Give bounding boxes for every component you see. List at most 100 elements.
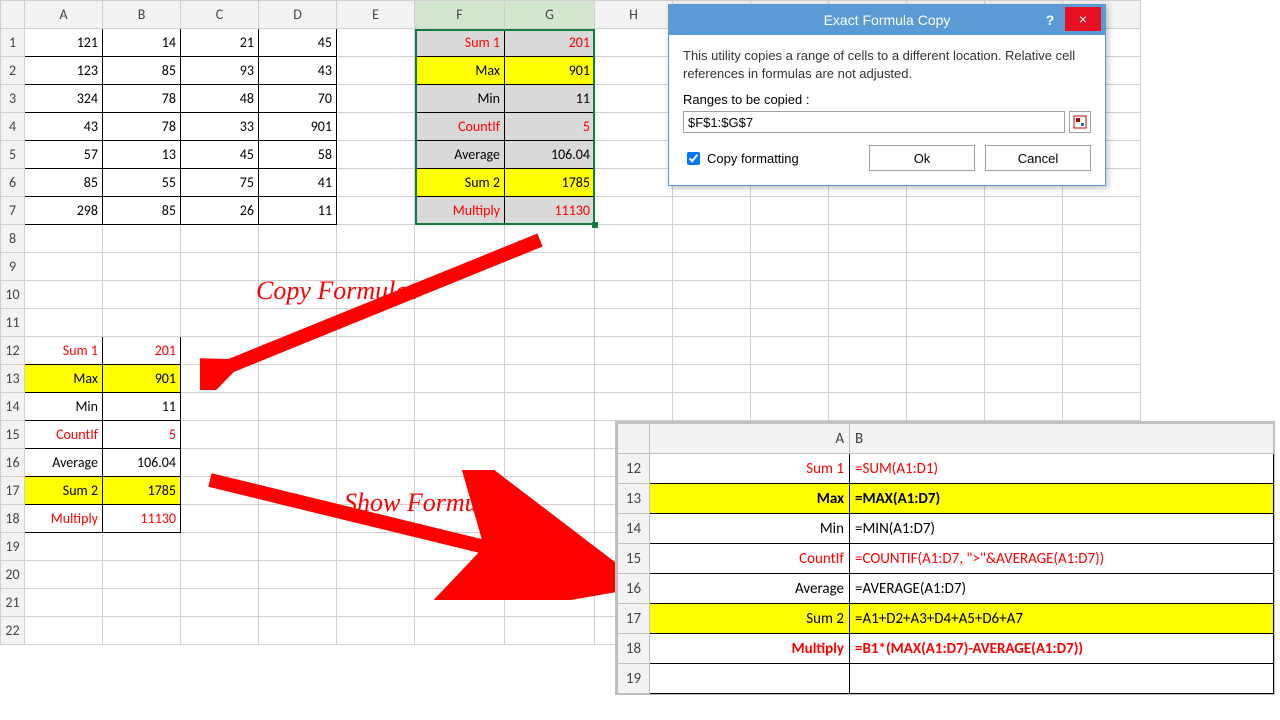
- inset-cell-A17[interactable]: Sum 2: [650, 604, 850, 634]
- cell-H7[interactable]: [595, 197, 673, 225]
- cell-A9[interactable]: [25, 253, 103, 281]
- cell-C4[interactable]: 33: [181, 113, 259, 141]
- row-header-7[interactable]: 7: [1, 197, 25, 225]
- inset-cell-B18[interactable]: =B1*(MAX(A1:D7)-AVERAGE(A1:D7)): [850, 634, 1274, 664]
- cell-A8[interactable]: [25, 225, 103, 253]
- cell-B12[interactable]: 201: [103, 337, 181, 365]
- cell-G1[interactable]: 201: [505, 29, 595, 57]
- cell-L13[interactable]: [907, 365, 985, 393]
- cell-I9[interactable]: [673, 253, 751, 281]
- cell-G17[interactable]: [505, 477, 595, 505]
- inset-row-16[interactable]: 16: [618, 574, 650, 604]
- inset-corner[interactable]: [618, 424, 650, 454]
- row-header-13[interactable]: 13: [1, 365, 25, 393]
- cell-C8[interactable]: [181, 225, 259, 253]
- inset-cell-A12[interactable]: Sum 1: [650, 454, 850, 484]
- cell-G4[interactable]: 5: [505, 113, 595, 141]
- row-header-9[interactable]: 9: [1, 253, 25, 281]
- cell-F19[interactable]: [415, 533, 505, 561]
- cell-B5[interactable]: 13: [103, 141, 181, 169]
- cell-C6[interactable]: 75: [181, 169, 259, 197]
- cell-G8[interactable]: [505, 225, 595, 253]
- formula-table[interactable]: AB 12 Sum 1 =SUM(A1:D1) 13 Max =MAX(A1:D…: [617, 423, 1274, 694]
- help-icon[interactable]: ?: [1039, 9, 1061, 31]
- cell-E18[interactable]: [337, 505, 415, 533]
- cell-M14[interactable]: [985, 393, 1063, 421]
- cell-H6[interactable]: [595, 169, 673, 197]
- cell-N7[interactable]: [1063, 197, 1141, 225]
- cell-C17[interactable]: [181, 477, 259, 505]
- cell-N11[interactable]: [1063, 309, 1141, 337]
- cell-L11[interactable]: [907, 309, 985, 337]
- cell-D12[interactable]: [259, 337, 337, 365]
- inset-cell-A19[interactable]: [650, 664, 850, 694]
- cell-E7[interactable]: [337, 197, 415, 225]
- col-header-H[interactable]: H: [595, 1, 673, 29]
- cell-H10[interactable]: [595, 281, 673, 309]
- col-header-F[interactable]: F: [415, 1, 505, 29]
- inset-row-18[interactable]: 18: [618, 634, 650, 664]
- cell-D4[interactable]: 901: [259, 113, 337, 141]
- cell-F2[interactable]: Max: [415, 57, 505, 85]
- col-header-D[interactable]: D: [259, 1, 337, 29]
- col-header-C[interactable]: C: [181, 1, 259, 29]
- cell-N8[interactable]: [1063, 225, 1141, 253]
- cell-B9[interactable]: [103, 253, 181, 281]
- cell-M11[interactable]: [985, 309, 1063, 337]
- cell-G15[interactable]: [505, 421, 595, 449]
- cell-A12[interactable]: Sum 1: [25, 337, 103, 365]
- inset-cell-A13[interactable]: Max: [650, 484, 850, 514]
- cell-G3[interactable]: 11: [505, 85, 595, 113]
- cell-B13[interactable]: 901: [103, 365, 181, 393]
- cell-C1[interactable]: 21: [181, 29, 259, 57]
- cell-D5[interactable]: 58: [259, 141, 337, 169]
- inset-col-B[interactable]: B: [850, 424, 1274, 454]
- cell-F8[interactable]: [415, 225, 505, 253]
- cell-C21[interactable]: [181, 589, 259, 617]
- cell-H9[interactable]: [595, 253, 673, 281]
- cell-B2[interactable]: 85: [103, 57, 181, 85]
- cell-N12[interactable]: [1063, 337, 1141, 365]
- cell-E2[interactable]: [337, 57, 415, 85]
- cell-G7[interactable]: 11130: [505, 197, 595, 225]
- row-header-21[interactable]: 21: [1, 589, 25, 617]
- cell-D18[interactable]: [259, 505, 337, 533]
- row-header-5[interactable]: 5: [1, 141, 25, 169]
- inset-row-17[interactable]: 17: [618, 604, 650, 634]
- row-header-15[interactable]: 15: [1, 421, 25, 449]
- cell-E9[interactable]: [337, 253, 415, 281]
- fill-handle[interactable]: [592, 222, 598, 228]
- cell-I12[interactable]: [673, 337, 751, 365]
- cell-B15[interactable]: 5: [103, 421, 181, 449]
- cell-E21[interactable]: [337, 589, 415, 617]
- row-header-2[interactable]: 2: [1, 57, 25, 85]
- cell-B16[interactable]: 106.04: [103, 449, 181, 477]
- cell-I7[interactable]: [673, 197, 751, 225]
- cell-F15[interactable]: [415, 421, 505, 449]
- cell-C15[interactable]: [181, 421, 259, 449]
- cell-E22[interactable]: [337, 617, 415, 645]
- cell-E13[interactable]: [337, 365, 415, 393]
- row-header-19[interactable]: 19: [1, 533, 25, 561]
- cell-G9[interactable]: [505, 253, 595, 281]
- inset-row-19[interactable]: 19: [618, 664, 650, 694]
- cell-A2[interactable]: 123: [25, 57, 103, 85]
- cell-K7[interactable]: [829, 197, 907, 225]
- cell-I11[interactable]: [673, 309, 751, 337]
- cell-B11[interactable]: [103, 309, 181, 337]
- cell-C13[interactable]: [181, 365, 259, 393]
- cell-G16[interactable]: [505, 449, 595, 477]
- cell-B8[interactable]: [103, 225, 181, 253]
- cell-D6[interactable]: 41: [259, 169, 337, 197]
- copy-formatting-input[interactable]: [687, 152, 700, 165]
- cell-J12[interactable]: [751, 337, 829, 365]
- row-header-12[interactable]: 12: [1, 337, 25, 365]
- cell-A10[interactable]: [25, 281, 103, 309]
- cell-E14[interactable]: [337, 393, 415, 421]
- cell-J10[interactable]: [751, 281, 829, 309]
- cell-G2[interactable]: 901: [505, 57, 595, 85]
- cell-C18[interactable]: [181, 505, 259, 533]
- cell-L12[interactable]: [907, 337, 985, 365]
- cell-F14[interactable]: [415, 393, 505, 421]
- cell-G11[interactable]: [505, 309, 595, 337]
